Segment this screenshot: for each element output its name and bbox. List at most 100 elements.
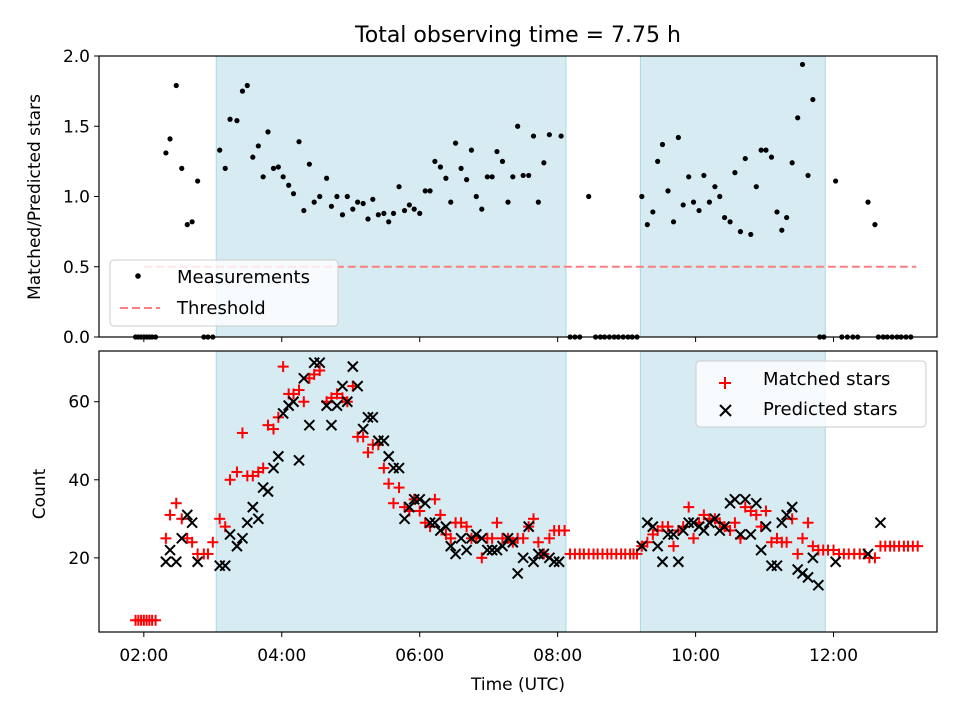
measurement-point bbox=[872, 222, 878, 228]
matched-star-point bbox=[293, 384, 305, 396]
measurement-point bbox=[795, 115, 801, 121]
matched-star-point bbox=[688, 532, 700, 544]
measurement-point bbox=[360, 200, 366, 207]
measurement-point bbox=[742, 155, 748, 162]
matched-star-point bbox=[176, 513, 188, 525]
measurement-point bbox=[732, 170, 738, 176]
matched-star-point bbox=[247, 470, 259, 482]
measurement-point bbox=[406, 202, 412, 208]
measurement-point bbox=[489, 174, 495, 180]
measurement-point bbox=[432, 158, 438, 164]
predicted-star-point bbox=[325, 419, 338, 431]
count-y-tick-label: 60 bbox=[68, 393, 90, 413]
measurement-point bbox=[833, 178, 839, 184]
matched-star-point bbox=[357, 431, 369, 443]
matched-star-point bbox=[765, 536, 777, 548]
measurement-point bbox=[173, 82, 179, 89]
count-x-tick-label: 10:00 bbox=[671, 646, 720, 666]
measurement-point bbox=[401, 207, 408, 214]
count-x-tick-label: 04:00 bbox=[257, 646, 306, 666]
measurement-point bbox=[515, 123, 521, 129]
count-y-axis-label: Count bbox=[30, 468, 50, 519]
measurement-point bbox=[665, 188, 671, 194]
matched-star-point bbox=[262, 419, 274, 431]
predicted-star-point bbox=[470, 528, 482, 541]
predicted-star-point bbox=[647, 520, 659, 533]
matched-star-point bbox=[383, 478, 395, 490]
predicted-star-point bbox=[553, 556, 565, 568]
measurement-point bbox=[686, 174, 692, 180]
predicted-star-point bbox=[419, 497, 431, 509]
predicted-star-point bbox=[231, 540, 243, 552]
matched-star-point bbox=[807, 540, 819, 552]
measurement-point bbox=[530, 133, 537, 139]
predicted-star-point bbox=[507, 536, 519, 548]
measurement-point bbox=[659, 141, 666, 148]
matched-star-point bbox=[287, 388, 299, 400]
measurement-point bbox=[422, 188, 428, 194]
predicted-star-point bbox=[491, 544, 503, 556]
threshold-legend-label: Threshold bbox=[176, 298, 266, 319]
matched-star-point bbox=[724, 525, 736, 537]
matched-star-point bbox=[739, 501, 751, 513]
matched-star-point bbox=[214, 513, 226, 525]
predicted-star-point bbox=[170, 556, 182, 568]
matched-star-point bbox=[150, 614, 162, 626]
measurement-point bbox=[464, 177, 470, 183]
measurement-point bbox=[227, 116, 233, 122]
predicted-star-point bbox=[224, 528, 236, 541]
measurement-point bbox=[448, 199, 454, 205]
predicted-star-point bbox=[538, 548, 550, 560]
matched-star-point bbox=[455, 517, 467, 529]
measurement-point bbox=[265, 129, 271, 135]
predicted-star-point bbox=[398, 513, 411, 525]
count-x-tick-label: 06:00 bbox=[395, 646, 444, 666]
predicted-star-point bbox=[812, 579, 825, 591]
matched-star-point bbox=[308, 368, 320, 380]
ratio-x-ticks bbox=[143, 337, 835, 342]
predicted-star-point bbox=[378, 435, 390, 447]
predicted-star-point bbox=[429, 517, 441, 529]
measurement-point bbox=[737, 229, 744, 235]
measurement-point bbox=[396, 184, 402, 190]
predicted-star-point bbox=[434, 524, 447, 537]
predicted-star-point bbox=[176, 532, 188, 545]
matched-star-point bbox=[781, 536, 793, 548]
measurement-point bbox=[375, 212, 381, 218]
x-axis-label: Time (UTC) bbox=[470, 675, 565, 695]
predicted-star-point bbox=[517, 552, 529, 564]
measurement-point bbox=[748, 231, 754, 238]
predicted-star-point bbox=[511, 567, 524, 580]
count-legend-box bbox=[695, 360, 927, 428]
matched-star-point bbox=[750, 509, 762, 521]
matched-star-point bbox=[164, 509, 176, 521]
measurement-point bbox=[270, 165, 277, 171]
predicted-star-point bbox=[351, 380, 364, 392]
predicted-star-point bbox=[760, 520, 772, 533]
matched-star-point bbox=[170, 497, 182, 509]
matched-star-point bbox=[461, 521, 473, 533]
matched-star-point bbox=[543, 532, 555, 544]
predicted-star-point bbox=[314, 357, 326, 369]
measurement-point bbox=[296, 139, 302, 145]
matched-star-point bbox=[792, 548, 804, 560]
ratio-legend: Measurements Threshold bbox=[109, 259, 339, 327]
measurement-point bbox=[535, 199, 541, 205]
matched-star-point bbox=[786, 513, 798, 525]
measurement-point bbox=[365, 216, 371, 222]
predicted-star-point bbox=[745, 528, 757, 541]
predicted-star-point bbox=[698, 524, 710, 537]
predicted-star-point bbox=[829, 556, 842, 568]
ratio-y-tick-label: 0.0 bbox=[63, 328, 90, 348]
measurement-point bbox=[179, 165, 185, 171]
predicted-star-point bbox=[331, 399, 343, 412]
measurement-point bbox=[344, 193, 350, 200]
measurement-point bbox=[721, 214, 728, 221]
count-y-tick-label: 20 bbox=[68, 549, 90, 569]
predicted-legend-marker bbox=[719, 404, 732, 417]
count-y-ticks: 20 40 60 bbox=[68, 393, 99, 569]
measurement-point bbox=[701, 172, 707, 179]
measurement-point bbox=[758, 147, 764, 153]
ratio-y-tick-label: 0.5 bbox=[63, 258, 90, 278]
predicted-star-point bbox=[303, 419, 316, 431]
